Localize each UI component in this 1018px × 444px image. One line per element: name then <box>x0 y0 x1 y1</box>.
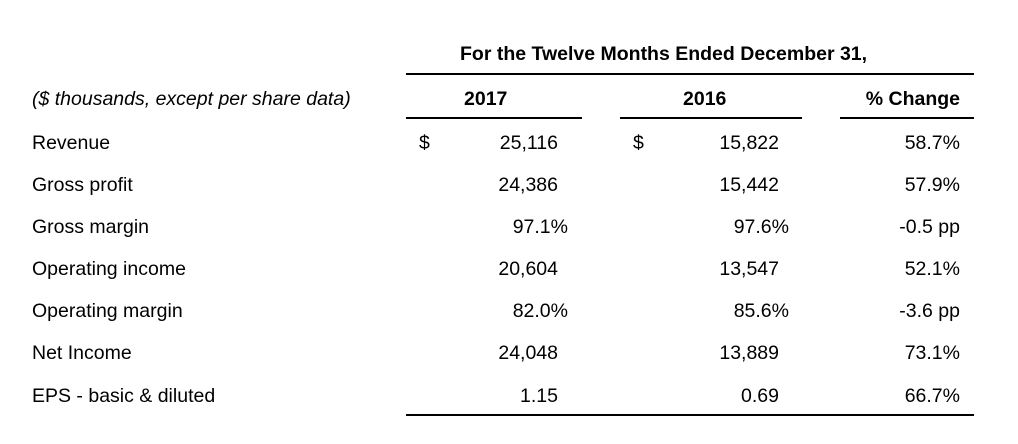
value-change: -3.6 pp <box>899 300 960 322</box>
row-label: Gross profit <box>32 174 133 196</box>
value-2017: 82.0% <box>512 300 568 322</box>
column-header-2017: 2017 <box>464 88 508 110</box>
currency-symbol: $ <box>419 132 430 154</box>
table-bottom-rule <box>406 414 974 416</box>
column-header-2016: 2016 <box>683 88 727 110</box>
value-2016: 85.6% <box>733 300 789 322</box>
value-2016: 15,442 <box>719 174 779 196</box>
row-label: Net Income <box>32 342 132 364</box>
column-rule-2017 <box>406 117 582 119</box>
value-2016: 15,822 <box>719 132 779 154</box>
value-2016: 13,547 <box>719 258 779 280</box>
value-change: -0.5 pp <box>899 216 960 238</box>
value-2016: 13,889 <box>719 342 779 364</box>
value-change: 58.7% <box>904 132 960 154</box>
column-rule-2016 <box>620 117 802 119</box>
row-label: Operating margin <box>32 300 183 322</box>
value-2017: 97.1% <box>512 216 568 238</box>
value-2016: 97.6% <box>733 216 789 238</box>
value-2017: 1.15 <box>520 385 558 407</box>
header-top-rule <box>406 73 974 75</box>
row-label: Revenue <box>32 132 111 154</box>
units-note: ($ thousands, except per share data) <box>32 88 351 110</box>
value-2017: 24,048 <box>498 342 558 364</box>
row-label: Gross margin <box>32 216 150 238</box>
value-change: 66.7% <box>904 385 960 407</box>
value-change: 57.9% <box>904 174 960 196</box>
period-title: For the Twelve Months Ended December 31, <box>460 43 868 65</box>
row-label: Operating income <box>32 258 186 280</box>
column-rule-change <box>840 117 974 119</box>
column-header-change: % Change <box>865 88 960 110</box>
value-2017: 20,604 <box>498 258 558 280</box>
currency-symbol: $ <box>633 132 644 154</box>
value-change: 52.1% <box>904 258 960 280</box>
value-change: 73.1% <box>904 342 960 364</box>
row-label: EPS - basic & diluted <box>32 385 216 407</box>
value-2017: 25,116 <box>499 132 558 154</box>
value-2016: 0.69 <box>741 385 779 407</box>
value-2017: 24,386 <box>498 174 558 196</box>
